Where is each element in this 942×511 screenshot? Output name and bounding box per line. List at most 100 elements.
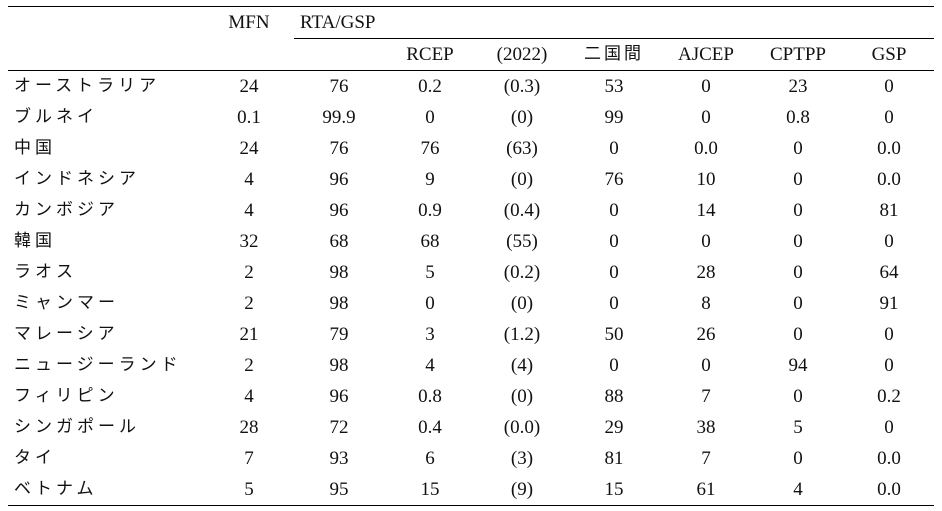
header-row-1: MFN RTA/GSP: [8, 6, 934, 39]
country-cell: インドネシア: [14, 169, 140, 189]
value-cell: (55): [506, 231, 538, 252]
value-cell: 0: [609, 231, 619, 252]
table-row: マレーシア 21 79 3 (1.2) 50 26 0 0: [8, 319, 934, 350]
value-cell: 0: [609, 355, 619, 376]
value-cell: 0: [609, 200, 619, 221]
value-cell: 0: [793, 448, 803, 469]
tariff-table-container: MFN RTA/GSP RCEP (2022) 二国間 AJCEP CPTPP …: [8, 6, 934, 506]
value-cell: 0: [884, 355, 894, 376]
table-row: オーストラリア 24 76 0.2 (0.3) 53 0 23 0: [8, 70, 934, 102]
value-cell: 0.8: [786, 107, 810, 128]
value-cell: 88: [604, 386, 624, 407]
value-cell: 14: [696, 200, 716, 221]
header-bilateral: 二国間: [584, 44, 644, 64]
value-cell: 4: [425, 355, 435, 376]
value-cell: 0.1: [237, 107, 261, 128]
value-cell: 61: [660, 474, 752, 506]
value-cell: 0: [425, 293, 435, 314]
value-cell: 0.0: [877, 169, 901, 190]
value-cell: 0.2: [877, 386, 901, 407]
value-cell: 0: [793, 169, 803, 190]
value-cell: 32: [239, 231, 259, 252]
value-cell: 23: [752, 70, 844, 102]
value-cell: (0.4): [503, 200, 541, 221]
value-cell: 0: [793, 200, 803, 221]
value-cell: 38: [696, 417, 716, 438]
value-cell: 81: [879, 200, 899, 221]
header-rcep: RCEP: [406, 44, 454, 65]
country-cell: ミャンマー: [14, 293, 119, 313]
value-cell: 2: [244, 293, 254, 314]
value-cell: 0: [660, 70, 752, 102]
value-cell: 0: [425, 107, 435, 128]
value-cell: 24: [239, 138, 259, 159]
value-cell: 4: [244, 386, 254, 407]
value-cell: 0: [884, 324, 894, 345]
value-cell: 0.4: [418, 417, 442, 438]
value-cell: 7: [244, 448, 254, 469]
value-cell: 4: [244, 169, 254, 190]
value-cell: (0.3): [476, 70, 568, 102]
header-blank-2: [8, 39, 204, 71]
country-cell: マレーシア: [14, 324, 119, 344]
value-cell: 2: [244, 262, 254, 283]
value-cell: 0.9: [418, 200, 442, 221]
value-cell: (0): [510, 107, 534, 128]
tariff-table: MFN RTA/GSP RCEP (2022) 二国間 AJCEP CPTPP …: [8, 6, 934, 506]
value-cell: 24: [204, 70, 294, 102]
country-cell: ベトナム: [8, 474, 204, 506]
value-cell: 99.9: [322, 107, 356, 128]
country-cell: カンボジア: [14, 200, 119, 220]
value-cell: 81: [604, 448, 624, 469]
value-cell: 6: [425, 448, 435, 469]
country-cell: 中国: [14, 138, 56, 158]
value-cell: 95: [294, 474, 384, 506]
value-cell: 96: [329, 386, 349, 407]
value-cell: (9): [476, 474, 568, 506]
value-cell: 98: [329, 355, 349, 376]
value-cell: (63): [506, 138, 538, 159]
table-row: シンガポール 28 72 0.4 (0.0) 29 38 5 0: [8, 412, 934, 443]
table-row: ミャンマー 2 98 0 (0) 0 8 0 91: [8, 288, 934, 319]
value-cell: 0: [793, 324, 803, 345]
value-cell: 0: [884, 417, 894, 438]
value-cell: 93: [329, 448, 349, 469]
header-row-2: RCEP (2022) 二国間 AJCEP CPTPP GSP: [8, 39, 934, 71]
header-2022: (2022): [496, 44, 548, 65]
value-cell: 5: [204, 474, 294, 506]
value-cell: 29: [604, 417, 624, 438]
value-cell: 28: [696, 262, 716, 283]
header-gsp: GSP: [871, 44, 907, 65]
value-cell: 7: [701, 448, 711, 469]
value-cell: 0: [793, 386, 803, 407]
table-row: ベトナム 5 95 15 (9) 15 61 4 0.0: [8, 474, 934, 506]
value-cell: 98: [329, 293, 349, 314]
value-cell: 9: [425, 169, 435, 190]
table-row: ニュージーランド 2 98 4 (4) 0 0 94 0: [8, 350, 934, 381]
value-cell: 10: [696, 169, 716, 190]
country-cell: タイ: [14, 448, 56, 468]
value-cell: 0: [884, 107, 894, 128]
country-cell: ラオス: [14, 262, 77, 282]
header-mfn: MFN: [204, 6, 294, 39]
country-cell: シンガポール: [14, 417, 140, 437]
value-cell: 0.2: [384, 70, 476, 102]
value-cell: 68: [420, 231, 440, 252]
table-body: オーストラリア 24 76 0.2 (0.3) 53 0 23 0 ブルネイ 0.1 99.9 0 (0)…: [8, 70, 934, 506]
value-cell: 94: [788, 355, 808, 376]
value-cell: 0: [701, 355, 711, 376]
country-cell: フィリピン: [14, 386, 119, 406]
value-cell: 0.0: [694, 138, 718, 159]
table-row: ラオス 2 98 5 (0.2) 0 28 0 64: [8, 257, 934, 288]
value-cell: (3): [510, 448, 534, 469]
table-row: タイ 7 93 6 (3) 81 7 0 0.0: [8, 443, 934, 474]
country-cell: ニュージーランド: [14, 355, 182, 375]
table-row: ブルネイ 0.1 99.9 0 (0) 99 0 0.8 0: [8, 102, 934, 133]
value-cell: (0.0): [503, 417, 541, 438]
table-header: MFN RTA/GSP RCEP (2022) 二国間 AJCEP CPTPP …: [8, 6, 934, 71]
value-cell: 0.0: [877, 138, 901, 159]
value-cell: 0.8: [418, 386, 442, 407]
value-cell: 50: [604, 324, 624, 345]
value-cell: 0: [609, 293, 619, 314]
value-cell: 96: [329, 200, 349, 221]
